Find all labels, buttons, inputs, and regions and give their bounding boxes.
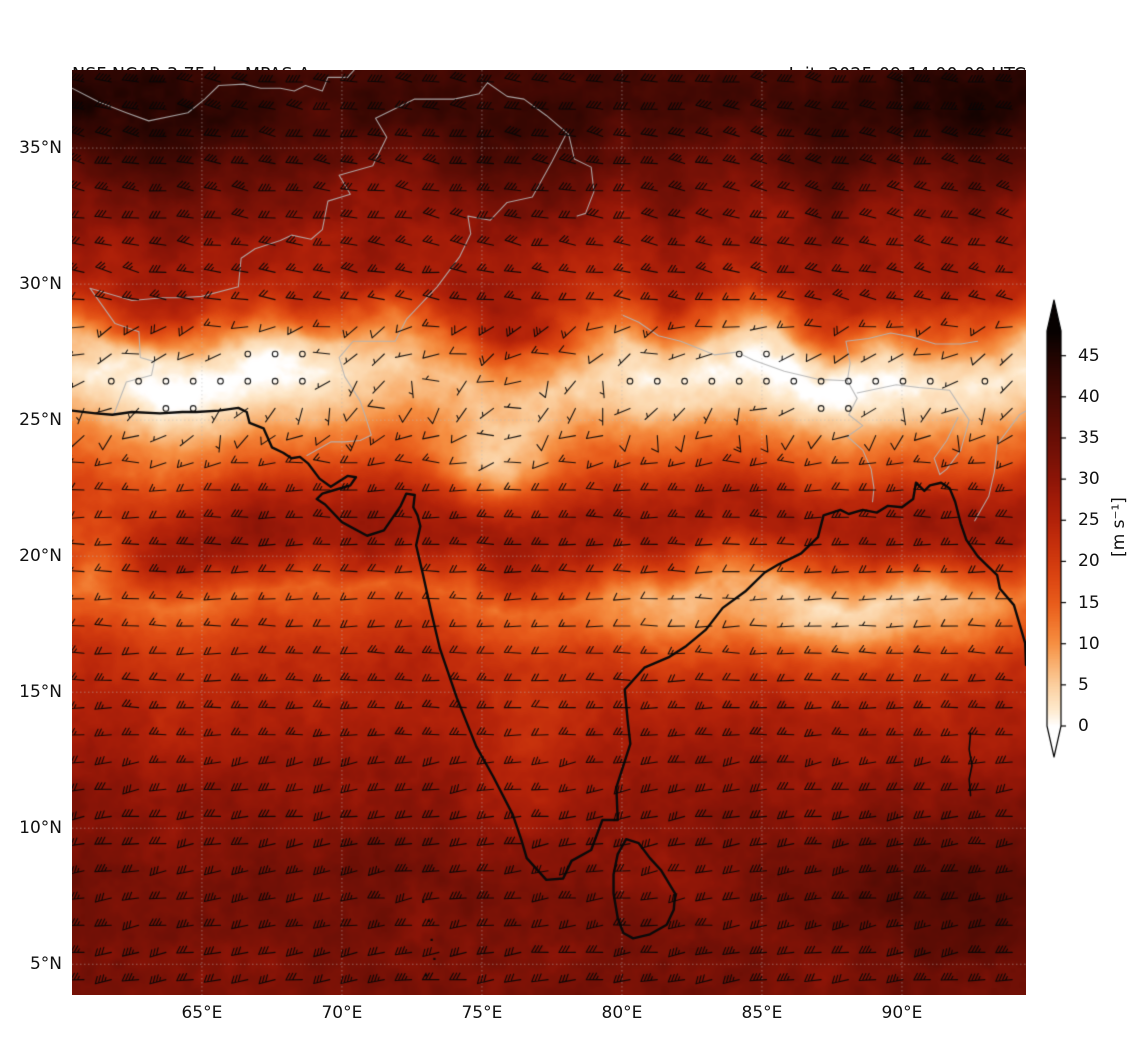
y-tick-label: 5°N <box>29 954 62 975</box>
map-plot-area <box>72 70 1026 995</box>
shear-map-canvas <box>72 70 1026 995</box>
colorbar-tick-label: 40 <box>1078 386 1100 407</box>
y-tick-label: 25°N <box>19 410 62 431</box>
colorbar-tick-label: 10 <box>1078 633 1100 654</box>
y-tick-label: 35°N <box>19 138 62 159</box>
colorbar <box>1044 296 1068 762</box>
x-tick-label: 70°E <box>321 1003 363 1023</box>
x-tick-label: 65°E <box>181 1003 223 1023</box>
x-tick-label: 80°E <box>601 1003 643 1023</box>
y-tick-label: 10°N <box>19 818 62 839</box>
y-tick-label: 30°N <box>19 274 62 295</box>
x-tick-label: 75°E <box>461 1003 503 1023</box>
colorbar-tick-label: 20 <box>1078 551 1100 572</box>
y-tick-label: 20°N <box>19 546 62 567</box>
colorbar-tick-label: 35 <box>1078 427 1100 448</box>
colorbar-tick-label: 5 <box>1078 674 1089 695</box>
colorbar-unit-label: [m s⁻¹] <box>1109 497 1129 557</box>
colorbar-tick-label: 15 <box>1078 592 1100 613</box>
x-tick-label: 90°E <box>881 1003 923 1023</box>
colorbar-tick-label: 25 <box>1078 510 1100 531</box>
colorbar-tick-label: 30 <box>1078 469 1100 490</box>
colorbar-tick-label: 0 <box>1078 716 1089 736</box>
x-tick-label: 85°E <box>741 1003 783 1023</box>
y-tick-label: 15°N <box>19 682 62 703</box>
colorbar-tick-label: 45 <box>1078 345 1100 366</box>
